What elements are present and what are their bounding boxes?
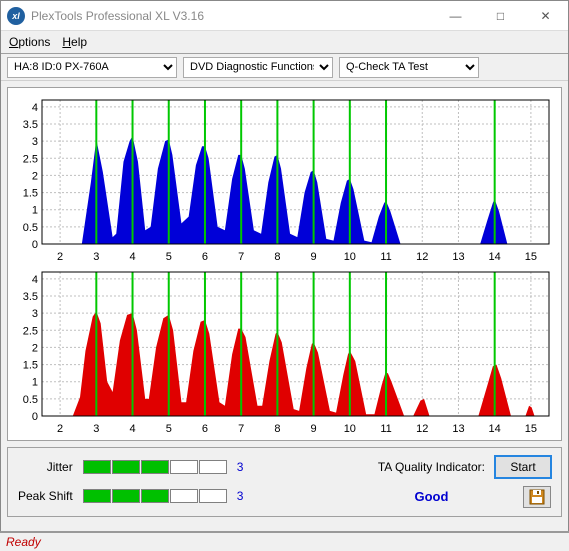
peakshift-chart: 2 3 4 5 6 7 8 9 10 11 12 13 14 15 0 0.5 1 1.5 2 2.5 3 3.5 4: [12, 264, 557, 436]
svg-text:12: 12: [416, 251, 428, 263]
statusbar: Ready: [0, 531, 569, 551]
app-icon: xl: [7, 7, 25, 25]
jitter-chart: 2 3 4 5 6 7 8 9 10 11 12 13 14 15 0 0.5 1 1.5 2 2.5 3 3.5 4: [12, 92, 557, 264]
svg-text:14: 14: [489, 423, 501, 435]
svg-text:3.5: 3.5: [23, 291, 38, 303]
menubar: Options Help: [1, 31, 568, 53]
svg-text:15: 15: [525, 423, 537, 435]
svg-text:3: 3: [32, 136, 38, 148]
svg-text:0.5: 0.5: [23, 394, 38, 406]
jitter-bars: [83, 460, 227, 474]
svg-text:1.5: 1.5: [23, 360, 38, 372]
svg-text:1: 1: [32, 205, 38, 217]
svg-text:3.5: 3.5: [23, 119, 38, 131]
metrics-panel: Jitter 3 TA Quality Indicator: Start Pea…: [7, 447, 562, 517]
svg-text:11: 11: [380, 423, 391, 435]
svg-text:14: 14: [489, 251, 501, 263]
floppy-icon: [529, 489, 545, 505]
peakshift-bars: [83, 489, 227, 503]
svg-text:3: 3: [93, 423, 99, 435]
svg-text:6: 6: [202, 251, 208, 263]
svg-text:10: 10: [344, 251, 356, 263]
start-button[interactable]: Start: [495, 456, 551, 478]
peakshift-value: 3: [237, 489, 244, 503]
svg-text:5: 5: [166, 251, 172, 263]
svg-text:10: 10: [344, 423, 356, 435]
svg-text:15: 15: [525, 251, 537, 263]
svg-text:0: 0: [32, 239, 38, 251]
close-button[interactable]: ✕: [523, 1, 568, 30]
svg-text:5: 5: [166, 423, 172, 435]
svg-text:1: 1: [32, 377, 38, 389]
svg-text:4: 4: [129, 423, 135, 435]
test-select[interactable]: Q-Check TA Test: [339, 57, 479, 78]
svg-text:0: 0: [32, 411, 38, 423]
svg-text:1.5: 1.5: [23, 188, 38, 200]
svg-text:2.5: 2.5: [23, 153, 38, 165]
maximize-button[interactable]: □: [478, 1, 523, 30]
svg-text:8: 8: [274, 423, 280, 435]
svg-text:7: 7: [238, 423, 244, 435]
svg-text:9: 9: [311, 423, 317, 435]
svg-text:2: 2: [32, 342, 38, 354]
toolbar: HA:8 ID:0 PX-760A DVD Diagnostic Functio…: [1, 53, 568, 81]
svg-text:8: 8: [274, 251, 280, 263]
svg-text:4: 4: [129, 251, 135, 263]
svg-text:6: 6: [202, 423, 208, 435]
quality-value: Good: [378, 489, 485, 504]
chart-panel: 2345678910111213141500.511.522.533.54 23…: [7, 87, 562, 441]
svg-text:0.5: 0.5: [23, 222, 38, 234]
device-select[interactable]: HA:8 ID:0 PX-760A: [7, 57, 177, 78]
svg-text:7: 7: [238, 251, 244, 263]
menu-options[interactable]: Options: [9, 35, 50, 49]
svg-text:2: 2: [57, 251, 63, 263]
jitter-value: 3: [237, 460, 244, 474]
svg-text:3: 3: [32, 308, 38, 320]
quality-label: TA Quality Indicator:: [378, 460, 485, 474]
svg-text:11: 11: [380, 251, 391, 263]
svg-text:13: 13: [452, 423, 464, 435]
svg-text:13: 13: [452, 251, 464, 263]
peakshift-label: Peak Shift: [18, 489, 73, 503]
window-title: PlexTools Professional XL V3.16: [31, 9, 433, 23]
svg-text:4: 4: [32, 274, 38, 286]
svg-text:2: 2: [57, 423, 63, 435]
svg-text:3: 3: [93, 251, 99, 263]
jitter-label: Jitter: [18, 460, 73, 474]
category-select[interactable]: DVD Diagnostic Functions: [183, 57, 333, 78]
svg-text:4: 4: [32, 102, 38, 114]
svg-text:12: 12: [416, 423, 428, 435]
menu-help[interactable]: Help: [62, 35, 87, 49]
minimize-button[interactable]: —: [433, 1, 478, 30]
svg-text:2.5: 2.5: [23, 325, 38, 337]
save-button[interactable]: [523, 486, 551, 508]
svg-text:2: 2: [32, 170, 38, 182]
svg-text:9: 9: [311, 251, 317, 263]
titlebar: xl PlexTools Professional XL V3.16 — □ ✕: [1, 1, 568, 31]
